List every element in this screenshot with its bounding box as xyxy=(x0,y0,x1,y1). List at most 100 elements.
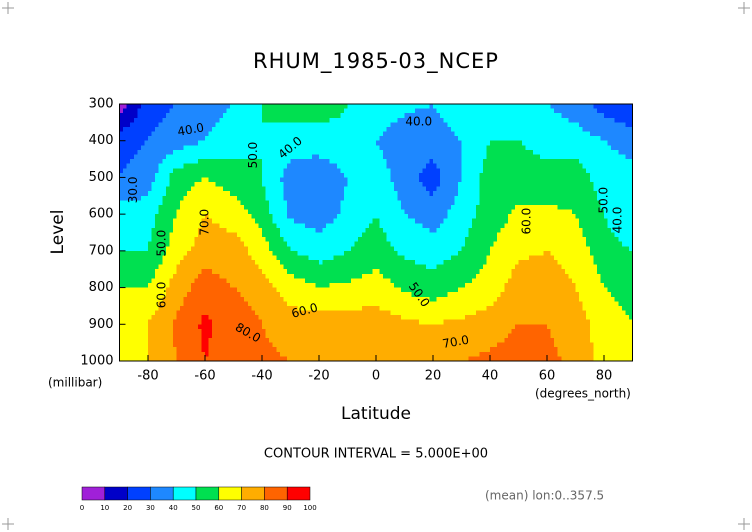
contour-cell xyxy=(237,131,242,137)
contour-cell xyxy=(529,191,534,197)
contour-cell xyxy=(347,177,352,183)
contour-cell xyxy=(475,204,480,211)
contour-cell xyxy=(297,218,302,224)
contour-cell xyxy=(151,232,156,238)
contour-cell xyxy=(279,122,284,128)
contour-cell xyxy=(297,149,302,156)
contour-cell xyxy=(333,200,338,206)
contour-cell xyxy=(376,182,381,188)
contour-cell xyxy=(450,131,455,137)
contour-cell xyxy=(368,232,374,238)
contour-cell xyxy=(290,200,295,206)
contour-cell xyxy=(554,104,559,110)
contour-cell xyxy=(518,145,523,151)
contour-cell xyxy=(247,168,252,174)
contour-cell xyxy=(326,214,331,220)
contour-cell xyxy=(365,214,370,220)
contour-cell xyxy=(123,172,128,179)
contour-cell xyxy=(400,145,406,151)
contour-cell xyxy=(205,149,210,156)
contour-cell xyxy=(472,186,477,192)
contour-cell xyxy=(493,246,498,252)
contour-cell xyxy=(440,241,445,247)
contour-cell xyxy=(571,122,577,128)
contour-cell xyxy=(614,117,619,123)
contour-cell xyxy=(557,209,562,215)
contour-cell xyxy=(628,140,634,146)
contour-cell xyxy=(297,246,302,252)
contour-cell xyxy=(158,191,163,197)
contour-cell xyxy=(365,154,370,160)
contour-cell xyxy=(500,131,505,137)
contour-cell xyxy=(564,140,569,146)
contour-cell xyxy=(365,218,370,224)
contour-cell xyxy=(340,149,345,156)
contour-cell xyxy=(169,218,174,224)
contour-cell xyxy=(272,145,277,151)
contour-cell xyxy=(294,168,299,174)
contour-cell xyxy=(400,108,406,114)
contour-cell xyxy=(212,104,217,110)
contour-cell xyxy=(404,145,409,151)
contour-cell xyxy=(596,154,602,160)
contour-cell xyxy=(311,126,317,133)
contour-cell xyxy=(514,154,520,160)
contour-cell xyxy=(539,172,545,179)
contour-cell xyxy=(536,182,541,188)
contour-cell xyxy=(465,140,470,146)
contour-cell xyxy=(208,232,213,238)
contour-cell xyxy=(411,145,416,151)
contour-cell xyxy=(504,241,509,247)
contour-cell xyxy=(123,131,128,137)
footnote: (mean) lon:0..357.5 xyxy=(485,489,604,503)
contour-cell xyxy=(283,108,288,114)
contour-cell xyxy=(404,204,409,211)
contour-cell xyxy=(140,195,146,201)
contour-cell xyxy=(123,113,128,119)
contour-cell xyxy=(472,126,477,133)
contour-cell xyxy=(497,172,502,179)
contour-cell xyxy=(233,227,238,234)
contour-cell xyxy=(219,154,224,160)
contour-cell xyxy=(215,278,220,284)
contour-cell xyxy=(436,232,441,238)
contour-cell xyxy=(269,264,274,270)
contour-cell xyxy=(254,269,260,275)
contour-cell xyxy=(586,191,591,197)
contour-cell xyxy=(265,200,270,206)
contour-cell xyxy=(379,209,384,215)
contour-cell xyxy=(415,126,420,133)
contour-cell xyxy=(408,227,413,234)
contour-cell xyxy=(123,250,128,257)
contour-cell xyxy=(340,195,345,201)
contour-cell xyxy=(340,140,345,146)
contour-cell xyxy=(422,241,427,247)
contour-cell xyxy=(208,186,213,192)
contour-cell xyxy=(180,191,185,197)
contour-cell xyxy=(504,145,509,151)
contour-cell xyxy=(201,149,206,156)
contour-cell xyxy=(425,131,431,137)
contour-cell xyxy=(151,182,156,188)
contour-cell xyxy=(240,159,245,165)
contour-cell xyxy=(411,246,416,252)
contour-cell xyxy=(226,159,231,165)
contour-cell xyxy=(383,232,388,238)
contour-cell xyxy=(254,273,260,279)
contour-cell xyxy=(162,149,167,156)
contour-cell xyxy=(486,204,491,211)
contour-cell xyxy=(262,209,267,215)
contour-cell xyxy=(522,149,527,156)
contour-cell xyxy=(165,122,170,128)
contour-cell xyxy=(400,223,406,229)
contour-cell xyxy=(411,209,416,215)
contour-cell xyxy=(628,163,634,169)
contour-cell xyxy=(279,278,284,284)
contour-cell xyxy=(404,214,409,220)
contour-cell xyxy=(226,163,231,169)
contour-cell xyxy=(433,149,438,156)
contour-cell xyxy=(251,182,256,188)
contour-cell xyxy=(383,163,388,169)
contour-cell xyxy=(354,113,359,119)
contour-cell xyxy=(333,126,338,133)
